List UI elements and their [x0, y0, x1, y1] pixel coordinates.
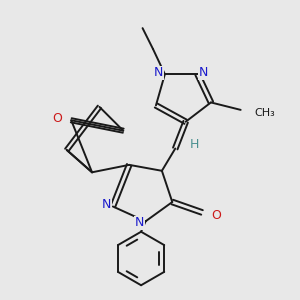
Text: N: N	[154, 66, 164, 79]
Text: N: N	[102, 199, 111, 212]
Text: O: O	[211, 209, 221, 222]
Text: CH₃: CH₃	[254, 108, 275, 118]
Text: O: O	[52, 112, 62, 125]
Text: H: H	[190, 138, 200, 151]
Text: N: N	[199, 66, 208, 79]
Text: N: N	[135, 216, 144, 229]
